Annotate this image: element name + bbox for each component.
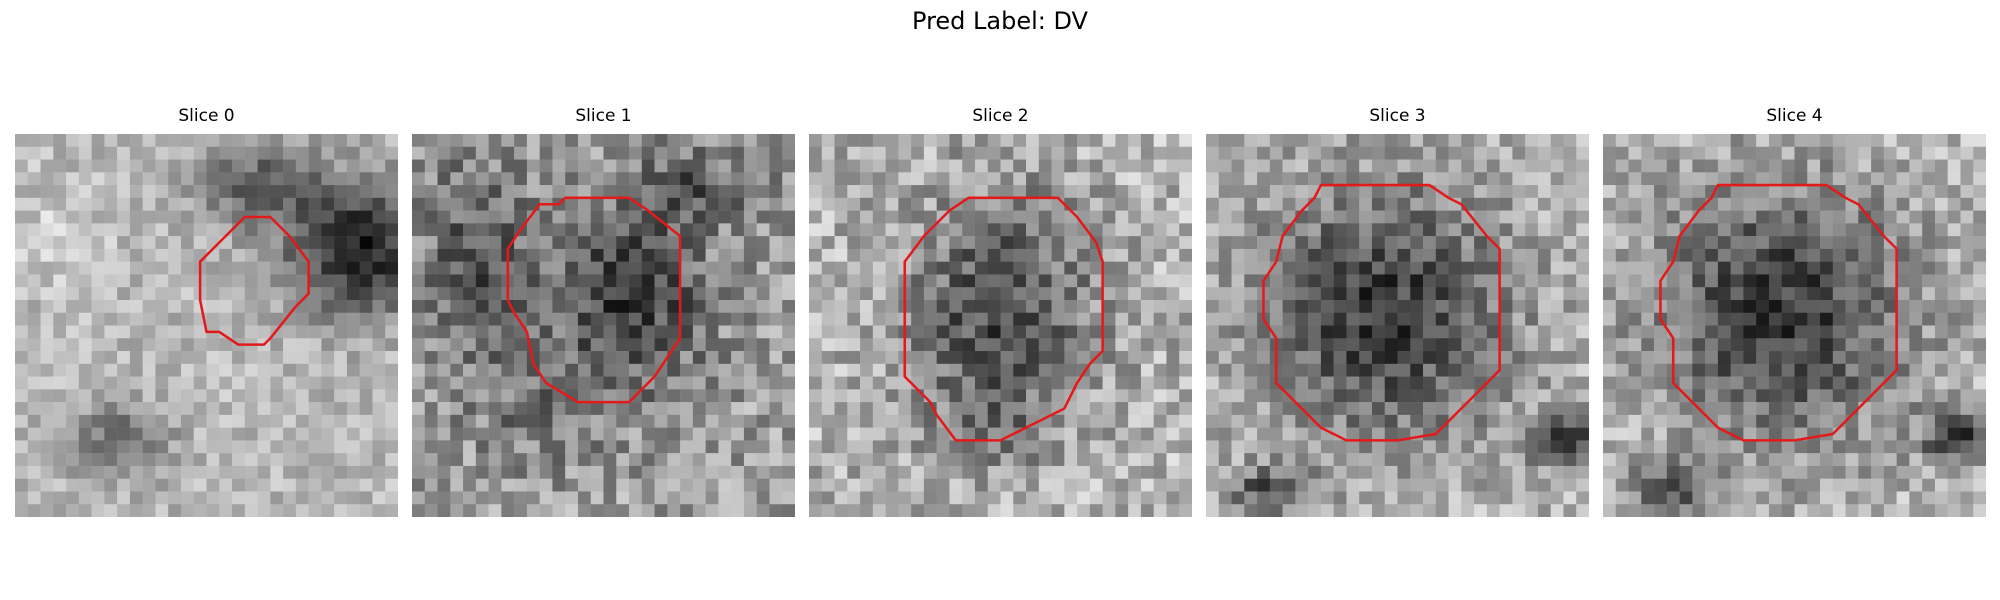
slice-image-0	[15, 134, 398, 517]
slice-image-3	[1206, 134, 1589, 517]
slice-title-2: Slice 2	[972, 106, 1029, 126]
figure-title: Pred Label: DV	[912, 7, 1088, 35]
prediction-contour-0	[198, 215, 310, 346]
prediction-contour-1	[506, 196, 682, 404]
prediction-contour-2	[903, 196, 1104, 442]
slice-image-2	[809, 134, 1192, 517]
slice-title-3: Slice 3	[1369, 106, 1426, 126]
slice-title-4: Slice 4	[1766, 106, 1823, 126]
prediction-contour-3	[1262, 183, 1501, 442]
slice-image-4	[1603, 134, 1986, 517]
slice-title-1: Slice 1	[575, 106, 632, 126]
slice-title-0: Slice 0	[178, 106, 235, 126]
prediction-contour-4	[1659, 183, 1898, 442]
slice-image-1	[412, 134, 795, 517]
